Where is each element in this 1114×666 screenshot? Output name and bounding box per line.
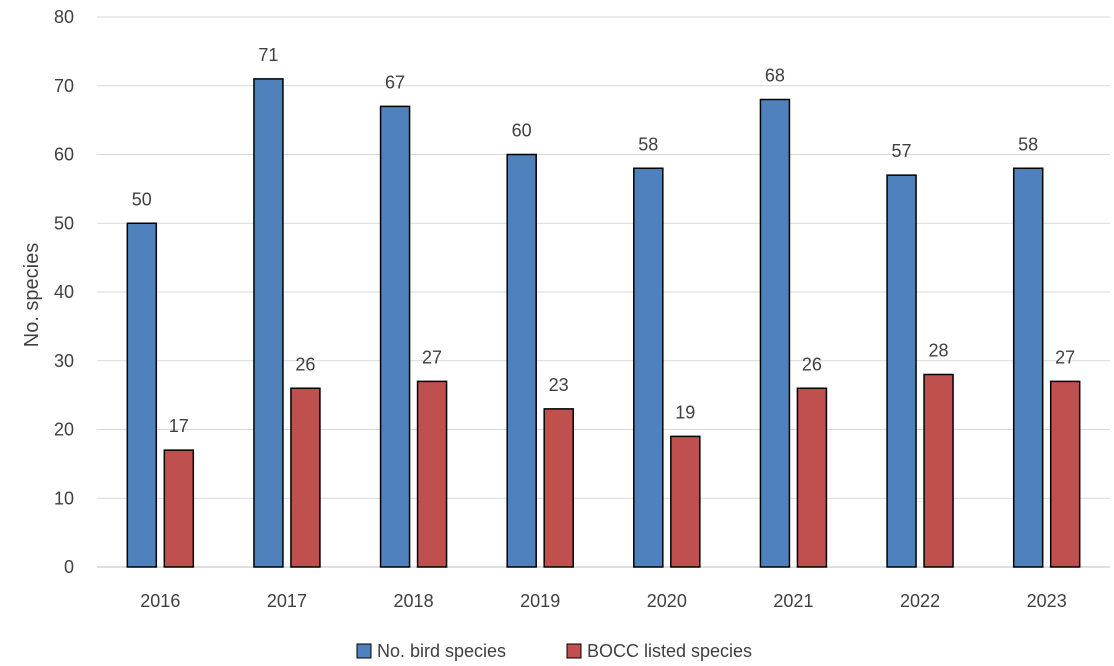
data-label: 60 <box>512 121 532 141</box>
x-tick-label: 2019 <box>520 591 560 611</box>
x-tick-label: 2018 <box>394 591 434 611</box>
y-tick-label: 10 <box>54 488 74 508</box>
bocc-species-bar <box>416 380 448 568</box>
bird-species-bar <box>253 78 284 568</box>
bird-species-bar <box>633 167 664 568</box>
bird-species-bar <box>126 222 158 568</box>
data-label: 50 <box>132 189 152 209</box>
data-label: 19 <box>675 402 695 422</box>
y-tick-label: 60 <box>54 145 74 165</box>
data-label: 27 <box>1055 347 1075 367</box>
x-tick-label: 2023 <box>1027 591 1067 611</box>
data-label: 71 <box>258 45 278 65</box>
bird-species-bar <box>506 153 537 568</box>
data-labels: 50 17 71 26 67 27 60 23 58 19 68 26 57 28 58 27 <box>132 45 1075 436</box>
x-tick-label: 2022 <box>900 591 940 611</box>
y-tick-label: 20 <box>54 420 74 440</box>
data-label: 57 <box>892 141 912 161</box>
y-tick-label: 80 <box>54 7 74 27</box>
bird-species-bar <box>379 105 411 568</box>
legend-swatch <box>566 643 582 659</box>
x-tick-label: 2017 <box>267 591 307 611</box>
data-label: 28 <box>929 341 949 361</box>
bird-species-bar <box>759 98 791 568</box>
bocc-species-bar <box>923 373 954 568</box>
bars <box>126 78 1081 568</box>
bocc-species-bar <box>670 435 701 568</box>
bocc-species-bar <box>163 449 195 568</box>
bocc-species-bar <box>1049 380 1081 568</box>
x-tick-label: 2021 <box>773 591 813 611</box>
legend: No. bird species BOCC listed species <box>356 641 752 661</box>
data-label: 68 <box>765 66 785 86</box>
x-axis-ticks: 2016 2017 2018 2019 2020 2021 2022 2023 <box>140 591 1066 611</box>
data-label: 27 <box>422 347 442 367</box>
data-label: 58 <box>1018 134 1038 154</box>
y-tick-label: 50 <box>54 213 74 233</box>
x-tick-label: 2016 <box>140 591 180 611</box>
bocc-species-bar <box>796 387 828 568</box>
y-tick-label: 70 <box>54 76 74 96</box>
x-tick-label: 2020 <box>647 591 687 611</box>
y-tick-label: 40 <box>54 282 74 302</box>
bocc-species-bar <box>543 408 574 568</box>
legend-label: No. bird species <box>377 641 506 661</box>
bird-species-bar <box>886 174 917 568</box>
bocc-species-bar <box>290 387 321 568</box>
y-tick-label: 0 <box>64 557 74 577</box>
y-axis-title: No. species <box>21 243 43 348</box>
data-label: 17 <box>169 416 189 436</box>
legend-label: BOCC listed species <box>587 641 752 661</box>
data-label: 26 <box>802 354 822 374</box>
legend-swatch <box>356 643 372 659</box>
gridlines <box>97 16 1110 568</box>
bird-species-bar <box>1012 167 1044 568</box>
y-tick-label: 30 <box>54 351 74 371</box>
data-label: 23 <box>549 375 569 395</box>
y-axis-ticks: 0 10 20 30 40 50 60 70 80 <box>54 7 74 577</box>
data-label: 26 <box>295 354 315 374</box>
data-label: 58 <box>638 134 658 154</box>
data-label: 67 <box>385 72 405 92</box>
